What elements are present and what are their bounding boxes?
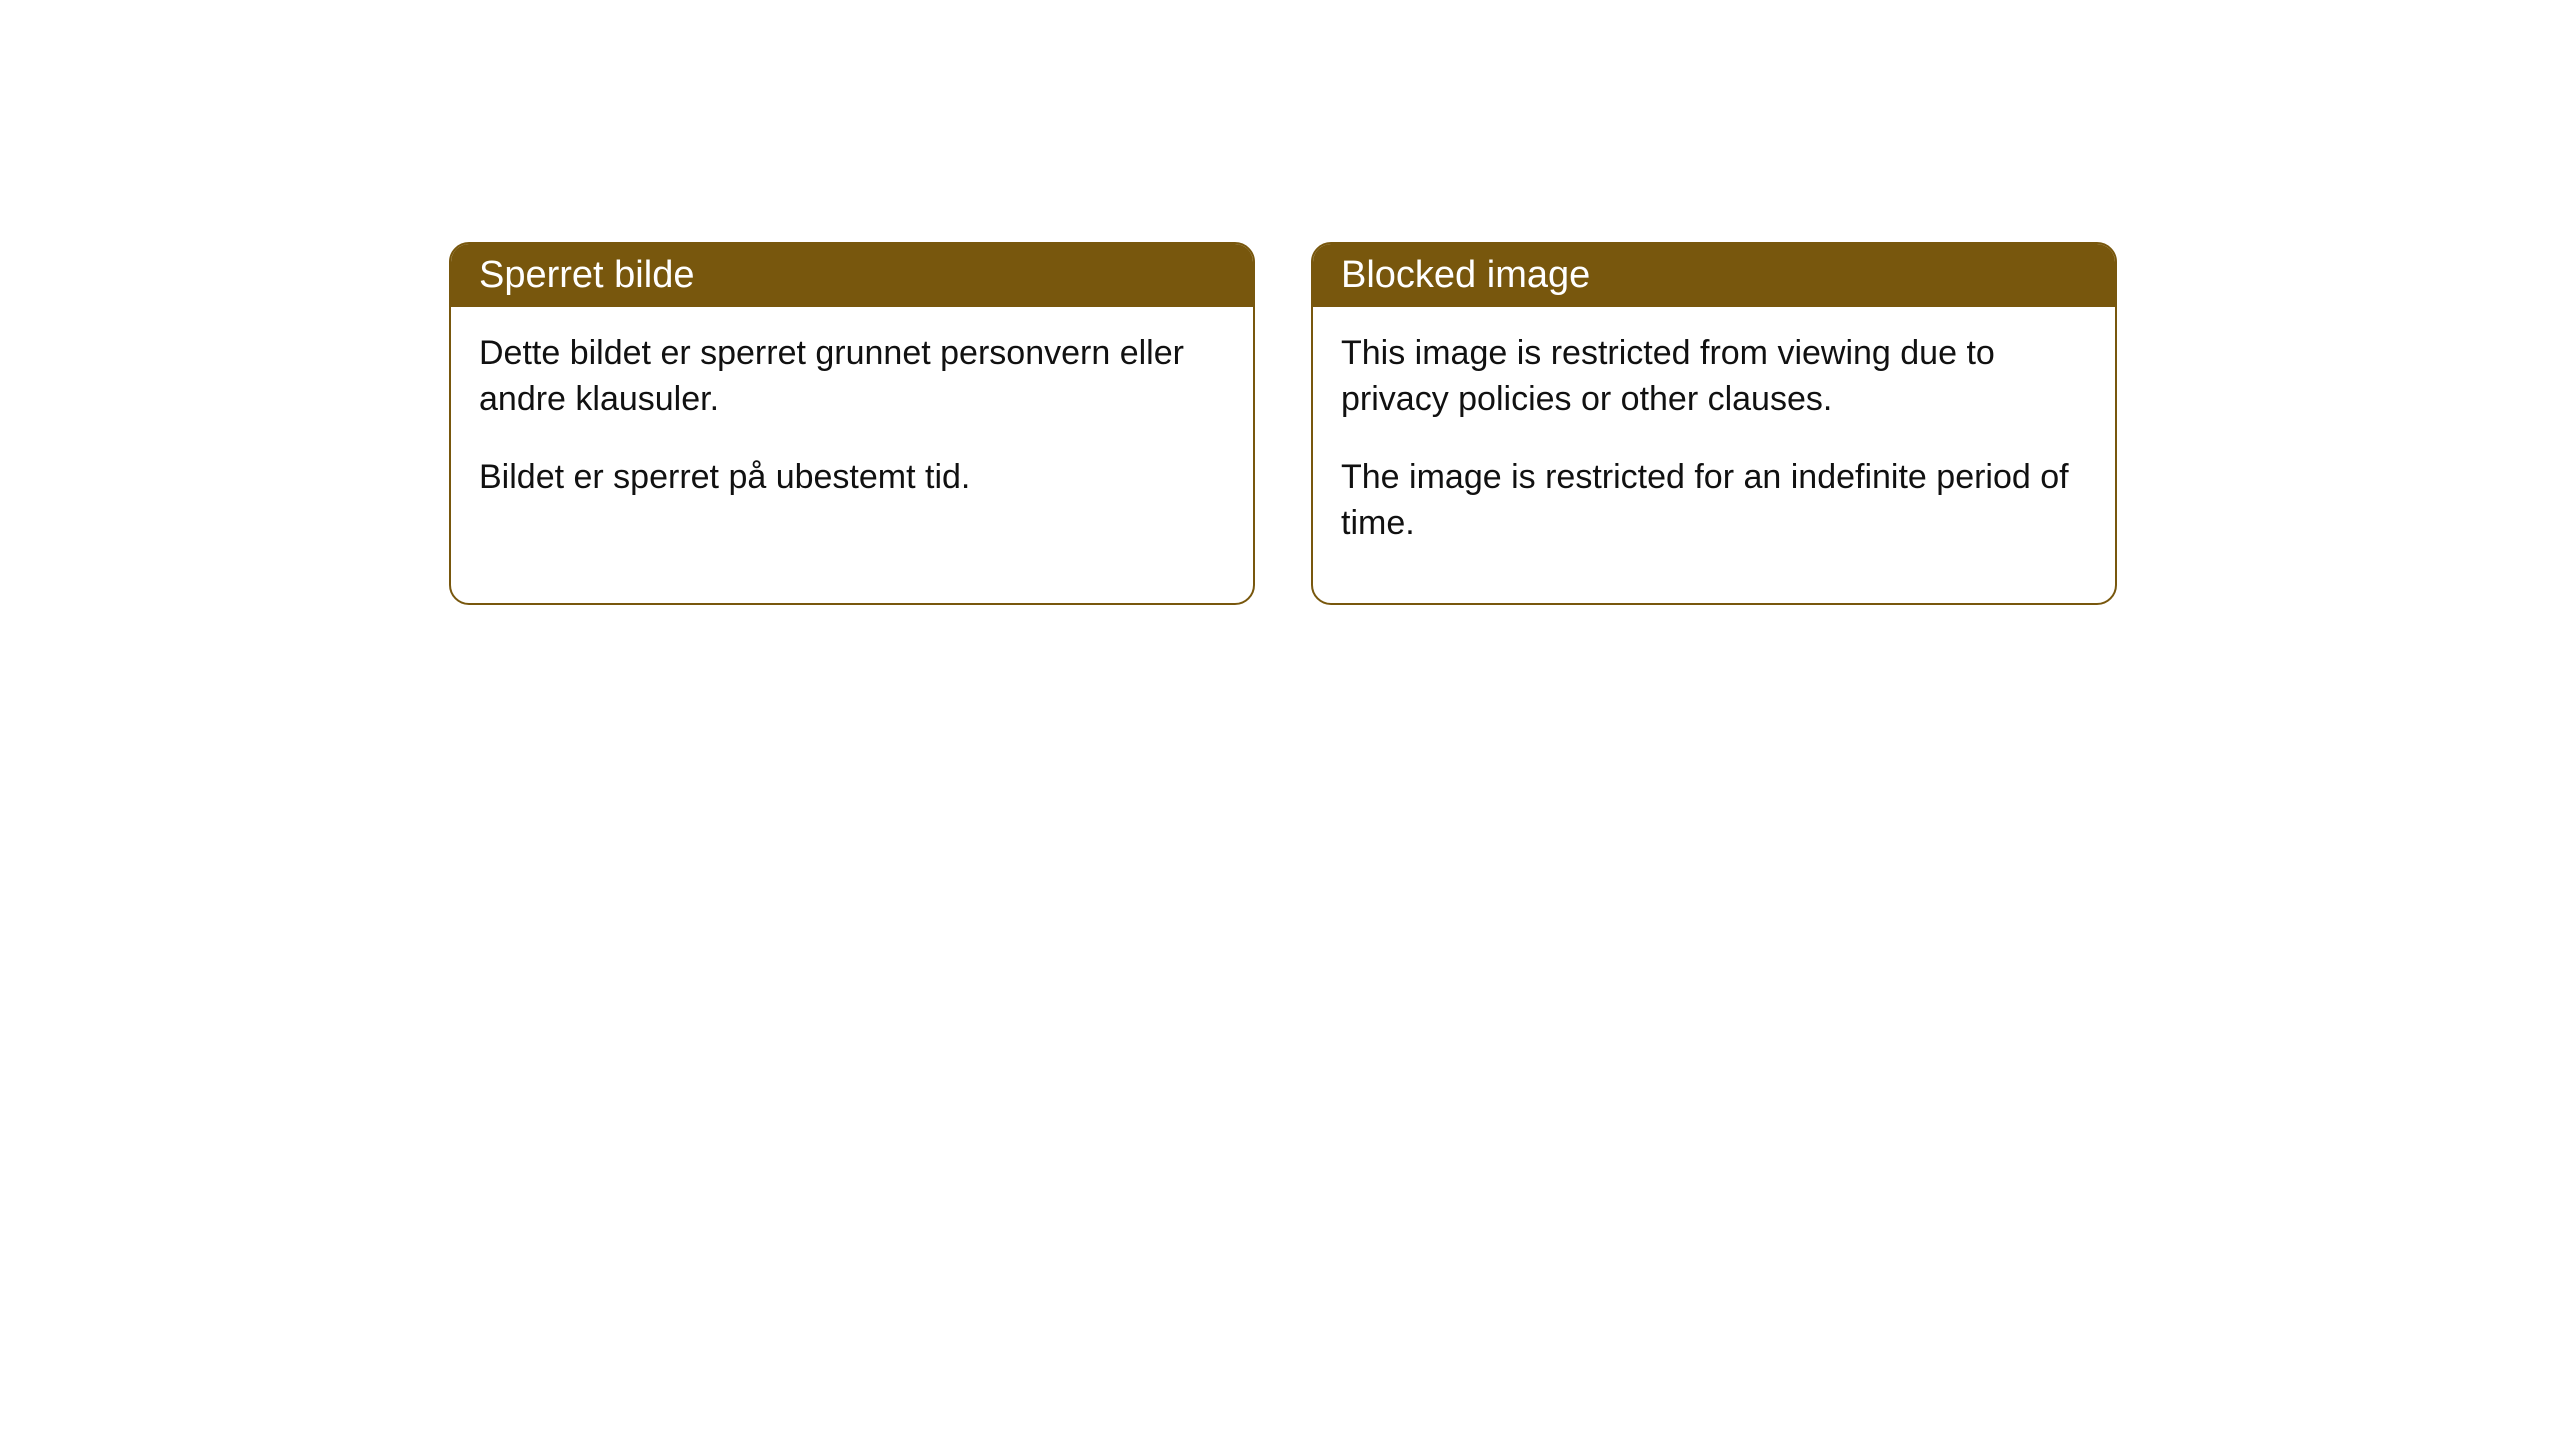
card-paragraph: Bildet er sperret på ubestemt tid. bbox=[479, 455, 1225, 501]
blocked-image-card-english: Blocked image This image is restricted f… bbox=[1311, 242, 2117, 605]
card-header-english: Blocked image bbox=[1313, 244, 2115, 307]
card-paragraph: Dette bildet er sperret grunnet personve… bbox=[479, 331, 1225, 423]
blocked-image-card-norwegian: Sperret bilde Dette bildet er sperret gr… bbox=[449, 242, 1255, 605]
card-title: Sperret bilde bbox=[479, 254, 694, 296]
card-header-norwegian: Sperret bilde bbox=[451, 244, 1253, 307]
card-paragraph: The image is restricted for an indefinit… bbox=[1341, 455, 2087, 547]
card-title: Blocked image bbox=[1341, 254, 1590, 296]
card-paragraph: This image is restricted from viewing du… bbox=[1341, 331, 2087, 423]
card-body-norwegian: Dette bildet er sperret grunnet personve… bbox=[451, 307, 1253, 557]
info-cards-container: Sperret bilde Dette bildet er sperret gr… bbox=[449, 242, 2117, 605]
card-body-english: This image is restricted from viewing du… bbox=[1313, 307, 2115, 603]
